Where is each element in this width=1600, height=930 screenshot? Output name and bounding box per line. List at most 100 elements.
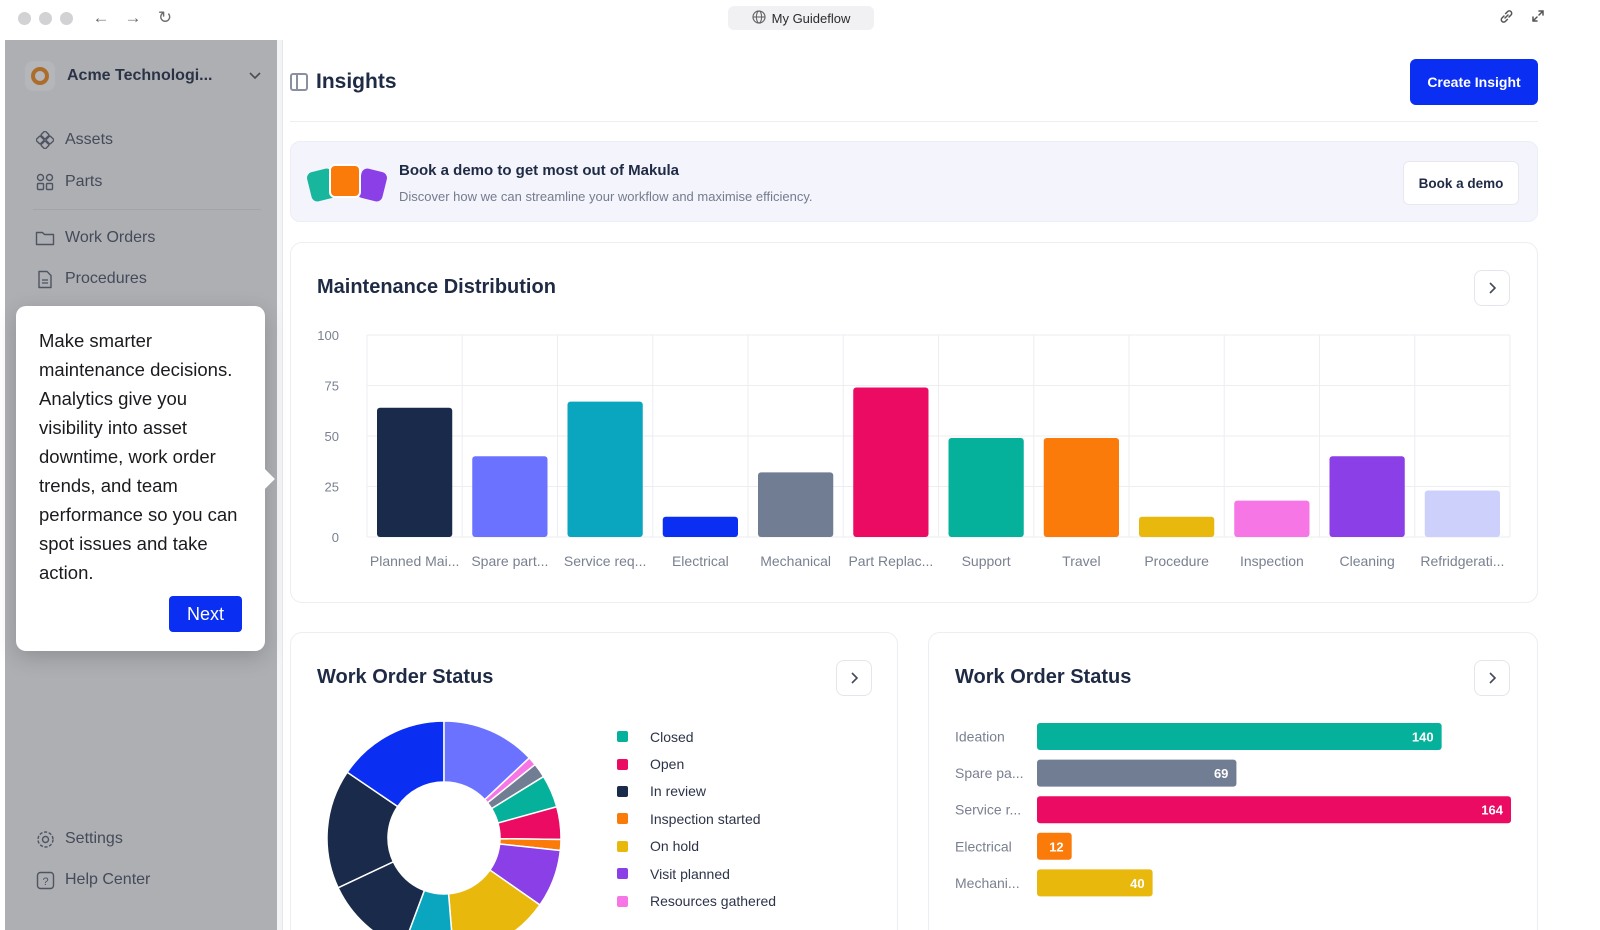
y-tick-label: 50	[325, 429, 339, 444]
data-label: 12	[1049, 839, 1063, 854]
assets-icon	[35, 130, 55, 150]
maintenance-distribution-card: Maintenance Distribution 0 25 50 75 100 Plann…	[290, 242, 1538, 603]
y-tick-label: 0	[332, 530, 339, 545]
sidebar-item-label: Work Orders	[65, 229, 156, 246]
address-bar[interactable]: My Guideflow	[728, 6, 874, 30]
org-name: Acme Technologi...	[67, 67, 213, 84]
book-demo-button[interactable]: Book a demo	[1403, 161, 1519, 205]
data-label: 69	[1214, 766, 1228, 781]
sidebar-item-label: Settings	[65, 830, 123, 847]
chart-title: Work Order Status	[955, 666, 1132, 688]
guide-tooltip: Make smarter maintenance decisions. Anal…	[16, 306, 265, 651]
maintenance-bar-chart: 0 25 50 75 100 Planned Mai... Spare part... Ser…	[317, 328, 1511, 569]
bar[interactable]	[948, 438, 1024, 537]
arrow-right-icon[interactable]: →	[124, 8, 142, 27]
chevron-right-icon[interactable]	[1474, 270, 1510, 306]
sidebar-toggle-icon[interactable]	[290, 73, 308, 91]
bar[interactable]	[1037, 723, 1442, 750]
bar[interactable]	[758, 472, 834, 537]
data-label: 164	[1481, 803, 1503, 818]
x-tick-label: Mechanical	[760, 553, 831, 569]
minimize-window-button[interactable]	[39, 12, 52, 25]
banner-title: Book a demo to get most out of Makula	[399, 162, 680, 179]
legend-label: Open	[650, 756, 685, 773]
sidebar-item-label: Parts	[65, 173, 103, 190]
link-icon[interactable]	[1498, 8, 1515, 29]
work-order-status-donut-card: Work Order Status	[290, 632, 898, 930]
y-category-label: Spare pa...	[955, 765, 1024, 781]
folder-icon	[35, 228, 55, 248]
bar[interactable]	[1037, 796, 1511, 824]
legend-swatch	[617, 758, 628, 770]
arrow-left-icon[interactable]: ←	[92, 8, 110, 27]
work-order-donut-chart	[326, 720, 562, 930]
bar[interactable]	[1037, 869, 1153, 897]
window-controls[interactable]	[18, 12, 73, 25]
y-category-label: Electrical	[955, 838, 1012, 854]
sidebar-item-label: Procedures	[65, 270, 147, 287]
donut-slice[interactable]	[337, 860, 426, 930]
browser-toolbar: ← → ↻ My Guideflow	[0, 0, 1600, 40]
x-tick-label: Part Replac...	[848, 553, 933, 569]
help-icon: ?	[35, 870, 55, 890]
bar[interactable]	[1037, 832, 1072, 860]
legend-swatch	[617, 895, 628, 907]
x-tick-label: Refridgerati...	[1420, 553, 1504, 569]
expand-icon[interactable]	[1530, 8, 1546, 28]
y-category-label: Mechani...	[955, 875, 1020, 891]
x-tick-label: Inspection	[1240, 553, 1304, 569]
sidebar-item-help-center[interactable]: ? Help Center	[35, 867, 150, 893]
sidebar-item-assets[interactable]: Assets	[35, 127, 113, 153]
sidebar-item-work-orders[interactable]: Work Orders	[35, 225, 155, 251]
legend-item: Inspection started	[617, 805, 776, 832]
org-switcher[interactable]: Acme Technologi...	[25, 56, 263, 96]
sidebar-item-label: Assets	[65, 131, 114, 148]
legend-item: Resources gathered	[617, 887, 776, 914]
legend-swatch	[617, 731, 628, 743]
x-tick-label: Support	[962, 553, 1011, 569]
bar[interactable]	[567, 401, 643, 537]
chart-title: Work Order Status	[317, 666, 494, 688]
bar[interactable]	[1329, 456, 1405, 537]
donut-legend: Closed Open In review Inspection started…	[617, 723, 776, 915]
bar[interactable]	[662, 516, 738, 537]
sidebar-item-settings[interactable]: Settings	[35, 826, 123, 852]
sidebar-divider	[33, 209, 261, 210]
legend-label: On hold	[650, 838, 700, 855]
bar[interactable]	[853, 387, 929, 537]
sidebar-item-parts[interactable]: Parts	[35, 169, 102, 195]
bar[interactable]	[1234, 500, 1310, 537]
data-label: 140	[1412, 730, 1434, 745]
legend-item: In review	[617, 778, 776, 805]
sidebar-item-procedures[interactable]: Procedures	[35, 266, 147, 292]
chevron-down-icon	[247, 67, 263, 86]
sidebar-item-label: Help Center	[65, 871, 151, 888]
legend-item: Visit planned	[617, 860, 776, 887]
bar[interactable]	[472, 456, 548, 537]
donut-slice[interactable]	[403, 889, 454, 930]
chevron-right-icon[interactable]	[836, 660, 872, 696]
y-category-label: Ideation	[955, 729, 1005, 745]
bar[interactable]	[1424, 490, 1500, 537]
legend-swatch	[617, 785, 628, 797]
demo-banner: Book a demo to get most out of Makula Di…	[290, 141, 1538, 222]
legend-item: Open	[617, 750, 776, 777]
bar[interactable]	[1037, 759, 1237, 787]
org-logo	[25, 61, 55, 91]
maximize-window-button[interactable]	[60, 12, 73, 25]
x-tick-label: Service req...	[564, 553, 646, 569]
work-order-horizontal-bar-chart: Ideation 140 Spare pa... 69 Service r... 164 E…	[955, 723, 1511, 897]
bar[interactable]	[1139, 516, 1215, 537]
close-window-button[interactable]	[18, 12, 31, 25]
donut-slice[interactable]	[447, 869, 541, 930]
bar[interactable]	[1043, 438, 1119, 537]
create-insight-button[interactable]: Create Insight	[1410, 59, 1538, 105]
parts-icon	[35, 172, 55, 192]
chart-title: Maintenance Distribution	[317, 276, 556, 298]
globe-icon	[752, 9, 766, 27]
next-button[interactable]: Next	[169, 596, 242, 632]
chevron-right-icon[interactable]	[1474, 660, 1510, 696]
reload-icon[interactable]: ↻	[157, 8, 173, 27]
y-category-label: Service r...	[955, 802, 1021, 818]
bar[interactable]	[377, 407, 453, 537]
